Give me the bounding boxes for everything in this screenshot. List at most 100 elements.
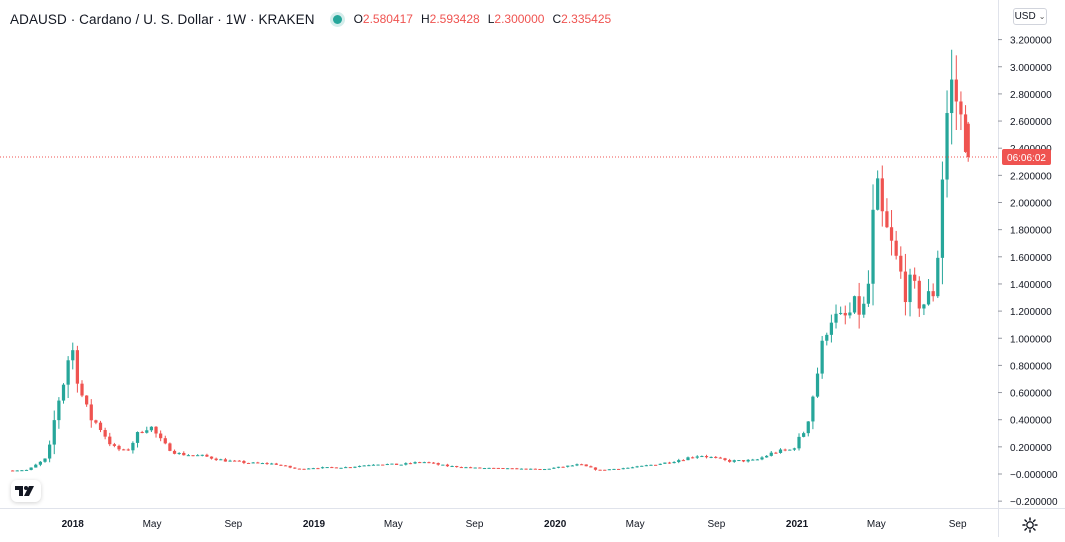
candle-up <box>441 464 445 466</box>
candle-up <box>612 468 616 470</box>
candle-down <box>108 436 112 445</box>
candle-up <box>945 113 949 180</box>
candle-up <box>575 464 579 466</box>
x-tick-label: Sep <box>224 519 242 530</box>
candle-up <box>649 464 653 466</box>
x-tick-label: 2020 <box>544 519 567 530</box>
candle-up <box>607 469 611 471</box>
candle-down <box>524 468 528 470</box>
candle-up <box>792 448 797 450</box>
gear-icon[interactable] <box>1022 517 1038 533</box>
candle-down <box>302 468 306 470</box>
ohlc-open: O2.580417 <box>353 12 413 26</box>
candle-up <box>922 304 926 309</box>
candle-up <box>149 426 154 431</box>
candle-up <box>700 456 704 458</box>
candle-up <box>529 468 533 470</box>
y-tick-label: 3.200000 <box>1010 36 1052 47</box>
candle-up <box>732 460 736 462</box>
candle-down <box>741 460 746 462</box>
candle-down <box>510 468 514 470</box>
y-tick-label: 2.800000 <box>1010 90 1052 101</box>
candle-down <box>11 470 15 472</box>
candle-down <box>603 469 607 471</box>
chevron-down-icon: ⌄ <box>1038 12 1046 21</box>
y-tick-label: 2.200000 <box>1010 171 1052 182</box>
candle-down <box>478 467 482 469</box>
candle-up <box>325 467 329 469</box>
candle-up <box>270 463 274 465</box>
candle-down <box>579 464 584 466</box>
candle-down <box>704 456 709 458</box>
candle-up <box>630 467 635 469</box>
candle-down <box>154 426 158 434</box>
candle-up <box>556 466 561 468</box>
candle-up <box>788 449 792 451</box>
candle-down <box>954 79 958 102</box>
candle-up <box>450 466 454 468</box>
candle-up <box>464 467 468 469</box>
candle-down <box>589 466 593 468</box>
currency-label: USD <box>1014 11 1036 22</box>
candle-up <box>866 283 871 304</box>
candle-up <box>834 313 838 323</box>
candle-up <box>404 463 408 465</box>
candle-up <box>487 467 491 469</box>
candle-up <box>145 430 149 433</box>
candle-down <box>168 443 172 451</box>
x-tick-label: Sep <box>466 519 484 530</box>
candle-down <box>515 468 519 470</box>
candle-up <box>390 463 394 465</box>
candle-down <box>75 350 80 384</box>
candle-down <box>140 432 144 434</box>
candle-down <box>468 467 473 469</box>
symbol-title[interactable]: ADAUSD · Cardano / U. S. Dollar · 1W · K… <box>10 11 315 27</box>
candle-down <box>256 462 260 464</box>
candle-down <box>913 274 917 281</box>
candle-down <box>237 460 241 462</box>
candle-down <box>561 466 565 468</box>
candle-up <box>686 457 690 461</box>
candle-up <box>376 464 380 466</box>
y-tick-label: 3.000000 <box>1010 63 1052 74</box>
candle-up <box>746 459 750 462</box>
candle-down <box>233 460 237 462</box>
candle-up <box>926 291 931 305</box>
candle-up <box>672 462 676 464</box>
candle-up <box>353 466 357 468</box>
market-status-icon <box>332 14 342 24</box>
candle-down <box>159 433 163 439</box>
candle-up <box>570 465 574 467</box>
candle-up <box>260 463 265 465</box>
candle-up <box>413 462 417 464</box>
candle-up <box>806 421 810 434</box>
candle-down <box>293 467 297 469</box>
candle-up <box>505 468 510 470</box>
candle-down <box>94 420 98 423</box>
y-tick-label: 2.600000 <box>1010 117 1052 128</box>
candle-down <box>163 438 167 444</box>
candle-up <box>311 468 315 470</box>
candle-down <box>381 464 385 466</box>
candle-up <box>908 274 912 303</box>
candle-down <box>691 457 695 459</box>
y-tick-label: 0.200000 <box>1010 443 1052 454</box>
candle-down <box>172 450 177 454</box>
y-tick-label: 1.200000 <box>1010 307 1052 318</box>
candle-down <box>427 462 431 464</box>
x-tick-label: May <box>626 519 645 530</box>
candle-down <box>501 467 505 469</box>
candle-up <box>339 467 343 469</box>
candle-up <box>547 468 551 470</box>
tradingview-logo-icon[interactable] <box>11 480 41 502</box>
candle-up <box>737 460 741 462</box>
candle-up <box>778 449 783 453</box>
candle-down <box>223 459 228 462</box>
candle-up <box>852 296 857 313</box>
candle-up <box>34 464 38 468</box>
candle-down <box>681 460 685 462</box>
ohlc-high: H2.593428 <box>420 12 480 26</box>
currency-button[interactable]: USD ⌄ <box>1013 8 1047 25</box>
